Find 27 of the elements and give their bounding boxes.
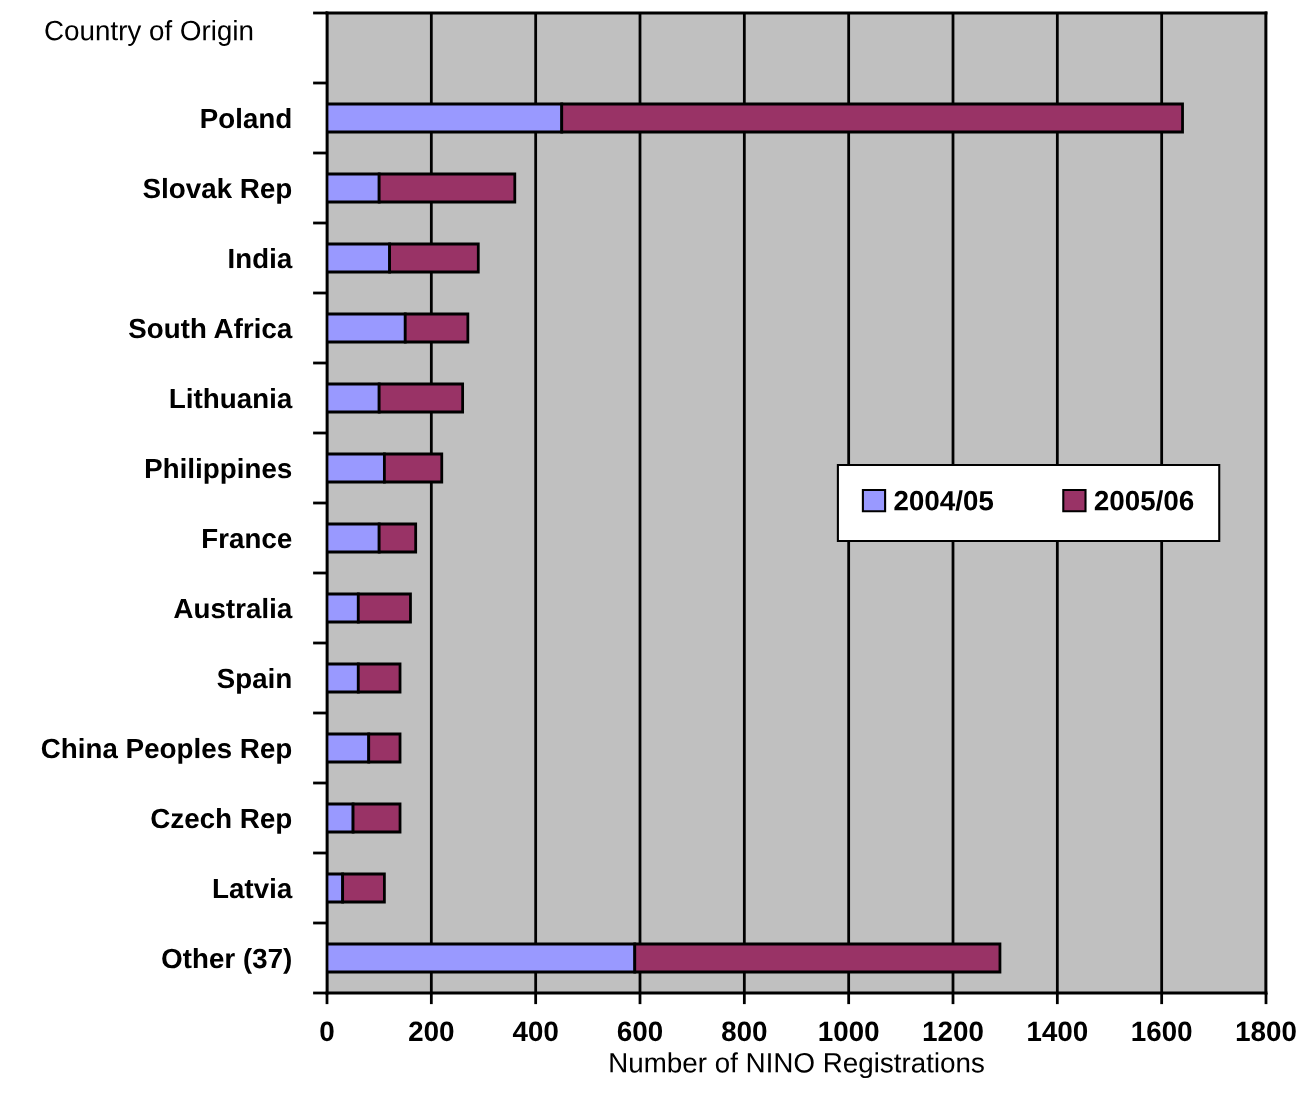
x-tick-label: 1400 xyxy=(1028,1021,1088,1042)
legend-label: 2004/05 xyxy=(894,490,994,511)
y-tick-label: Czech Rep xyxy=(151,807,292,834)
y-axis-title: Country of Origin xyxy=(45,20,253,46)
legend-label: 2005/06 xyxy=(1094,490,1194,511)
y-tick-label: India xyxy=(229,247,293,269)
y-tick-label: Poland xyxy=(201,107,291,129)
x-tick-label: 600 xyxy=(617,1021,663,1042)
y-tick-label: Philippines xyxy=(145,457,292,484)
y-tick-label: China Peoples Rep xyxy=(41,737,292,764)
x-axis-title: Number of NINO Registrations xyxy=(610,1052,984,1079)
y-tick-label: Lithuania xyxy=(170,387,293,409)
x-tick-label: 800 xyxy=(722,1021,767,1042)
y-tick-label: Other (37) xyxy=(162,947,291,974)
x-tick-label: 0 xyxy=(320,1021,334,1042)
y-tick-label: Latvia xyxy=(213,877,293,899)
y-tick-label: Slovak Rep xyxy=(143,177,292,204)
x-tick-label: 1800 xyxy=(1236,1021,1296,1042)
x-tick-label: 1000 xyxy=(819,1021,879,1042)
x-tick-label: 200 xyxy=(409,1021,454,1042)
y-tick-label: South Africa xyxy=(128,317,293,339)
x-tick-label: 400 xyxy=(512,1021,558,1042)
x-tick-label: 1600 xyxy=(1132,1021,1192,1042)
y-tick-label: France xyxy=(203,528,292,549)
x-tick-label: 1200 xyxy=(923,1021,983,1042)
y-tick-label: Spain xyxy=(217,667,291,694)
y-tick-label: Australia xyxy=(174,597,293,619)
